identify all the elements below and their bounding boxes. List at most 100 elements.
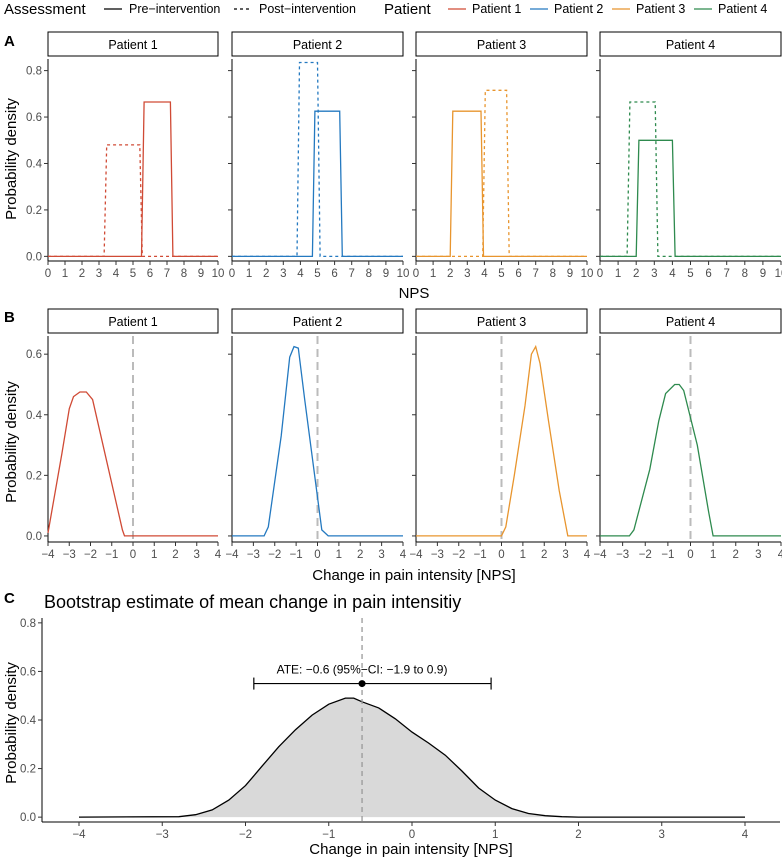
panel-c-xlabel: Change in pain intensity [NPS] [309, 841, 512, 858]
panel-a-x-tick-label-3: 2 [447, 268, 453, 280]
panel-c-y-tick-label: 0.0 [20, 812, 36, 824]
panel-b-x-tick-label-1: 3 [194, 549, 200, 561]
panel-a-x-tick-label-1: 1 [62, 268, 68, 280]
change-density-line-patient-2 [232, 345, 403, 537]
panel-a-x-tick-label-2: 0 [229, 268, 235, 280]
panel-a-strip-3 [415, 31, 588, 57]
panel-c-x-tick-label: 3 [659, 829, 665, 841]
panel-a-strip-4 [599, 31, 782, 57]
panel-b-x-tick-label-2: 2 [357, 549, 363, 561]
panel-a-y-tick-label: 0.4 [26, 158, 43, 170]
panel-c-x-tick-label: −1 [322, 829, 335, 841]
panel-a-strip-2 [231, 31, 404, 57]
panel-a-strip-label-3: Patient 3 [477, 38, 526, 52]
panel-a-x-tick-label-1: 0 [45, 268, 51, 280]
panel-a-strip-1 [47, 31, 219, 57]
panel-b-x-tick-label-1: −3 [63, 549, 76, 561]
panel-b-strip-label-1: Patient 1 [108, 315, 157, 329]
panel-a-x-tick-label-4: 5 [687, 268, 693, 280]
panel-c-x-tick-label: −2 [239, 829, 252, 841]
panel-b-x-tick-label-4: 3 [755, 549, 761, 561]
ate-label: ATE: −0.6 (95%−CI: −1.9 to 0.9) [277, 663, 448, 677]
panel-b-x-tick-label-3: −1 [474, 549, 487, 561]
panel-a-x-tick-label-3: 9 [567, 268, 573, 280]
panel-c-y-tick-label: 0.8 [20, 618, 36, 630]
panel-b-ylabel: Probability density [3, 381, 20, 503]
panel-c-label: C [4, 590, 15, 607]
panel-a-x-tick-label-3: 8 [550, 268, 556, 280]
legend-patient-2-label: Patient 2 [554, 2, 603, 16]
panel-a-x-tick-label-2: 6 [331, 268, 337, 280]
legend-pre-label: Pre−intervention [129, 2, 220, 16]
legend-patient-1-label: Patient 1 [472, 2, 521, 16]
panel-c-y-tick-label: 0.4 [20, 715, 37, 727]
panel-b-x-tick-label-3: 2 [541, 549, 547, 561]
panel-b-x-tick-label-2: −3 [247, 549, 260, 561]
panel-b-x-tick-label-2: −1 [290, 549, 303, 561]
post-intervention-line-patient-2 [232, 61, 403, 258]
panel-b-x-tick-label-1: −2 [84, 549, 97, 561]
panel-b-x-tick-label-1: 4 [215, 549, 222, 561]
panel-b-x-tick-label-4: 0 [687, 549, 693, 561]
panel-b-strip-label-4: Patient 4 [666, 315, 715, 329]
panel-a-strip-label-2: Patient 2 [293, 38, 342, 52]
panel-b-x-tick-label-3: −2 [452, 549, 465, 561]
panel-b-x-tick-label-1: −4 [41, 549, 55, 561]
panel-b-x-tick-label-1: 2 [172, 549, 178, 561]
pre-intervention-line-patient-3 [416, 110, 587, 258]
panel-a-x-tick-label-3: 6 [515, 268, 521, 280]
panel-a-y-tick-label: 0.8 [26, 66, 42, 78]
panel-c-x-tick-label: 2 [575, 829, 581, 841]
panel-a-x-tick-label-3: 3 [464, 268, 470, 280]
panel-a-y-tick-label: 0.6 [26, 112, 42, 124]
panel-b: Patient 1 −4 −3 −2 −1 0 1 2 3 4 0.0 0.2 0.4 0.6 Patien… [26, 308, 782, 561]
bootstrap-density-area [79, 698, 745, 818]
panel-a-x-tick-label-2: 5 [314, 268, 320, 280]
panel-b-x-tick-label-3: 1 [520, 549, 526, 561]
panel-b-strip-label-2: Patient 2 [293, 315, 342, 329]
panel-b-strip-2 [231, 308, 404, 334]
panel-b-x-tick-label-2: 0 [314, 549, 320, 561]
panel-c-title: Bootstrap estimate of mean change in pai… [44, 592, 461, 612]
legend-patient-title: Patient [384, 1, 432, 18]
panel-a-x-tick-label-4: 2 [633, 268, 639, 280]
panel-a-x-tick-label-4: 8 [742, 268, 748, 280]
panel-b-x-tick-label-4: 4 [778, 549, 782, 561]
panel-a-y-tick-label: 0.2 [26, 205, 42, 217]
panel-b-strip-1 [47, 308, 219, 334]
panel-b-x-tick-label-3: −3 [431, 549, 444, 561]
panel-b-x-tick-label-4: −2 [639, 549, 652, 561]
post-intervention-line-patient-4 [600, 101, 781, 258]
panel-a-x-tick-label-1: 2 [79, 268, 85, 280]
ate-point [358, 680, 366, 688]
panel-c-x-tick-label: 0 [409, 829, 415, 841]
panel-a: Patient 10 1 2 3 4 5 6 7 8 9 100.00.20.40.60.8Pati… [26, 31, 782, 280]
panel-a-x-tick-label-4: 4 [669, 268, 676, 280]
panel-b-x-tick-label-1: 0 [130, 549, 136, 561]
panel-b-y-tick-label: 0.6 [26, 349, 42, 361]
change-density-line-patient-4 [600, 383, 781, 537]
panel-a-x-tick-label-4: 0 [597, 268, 603, 280]
panel-b-y-tick-label: 0.4 [26, 410, 43, 422]
legend-patient-4-label: Patient 4 [718, 2, 767, 16]
panel-a-x-tick-label-2: 10 [397, 268, 410, 280]
panel-c-y-tick-label: 0.6 [20, 666, 36, 678]
panel-b-x-tick-label-3: 3 [562, 549, 568, 561]
panel-b-x-tick-label-3: −4 [409, 549, 423, 561]
panel-b-strip-4 [599, 308, 782, 334]
legend-assessment-title: Assessment [4, 1, 87, 18]
panel-a-x-tick-label-1: 10 [212, 268, 225, 280]
pre-intervention-line-patient-1 [48, 101, 218, 258]
panel-a-x-tick-label-4: 3 [651, 268, 657, 280]
panel-a-x-tick-label-2: 8 [366, 268, 372, 280]
panel-a-x-tick-label-1: 4 [113, 268, 120, 280]
panel-c-y-tick-label: 0.2 [20, 764, 36, 776]
panel-c-x-tick-label: −3 [156, 829, 169, 841]
panel-b-y-tick-label: 0.0 [26, 531, 42, 543]
panel-a-x-tick-label-3: 1 [430, 268, 436, 280]
panel-a-y-tick-label: 0.0 [26, 251, 42, 263]
panel-a-strip-label-1: Patient 1 [108, 38, 157, 52]
panel-a-x-tick-label-4: 10 [775, 268, 782, 280]
panel-a-label: A [4, 33, 15, 50]
panel-b-x-tick-label-4: −4 [593, 549, 607, 561]
